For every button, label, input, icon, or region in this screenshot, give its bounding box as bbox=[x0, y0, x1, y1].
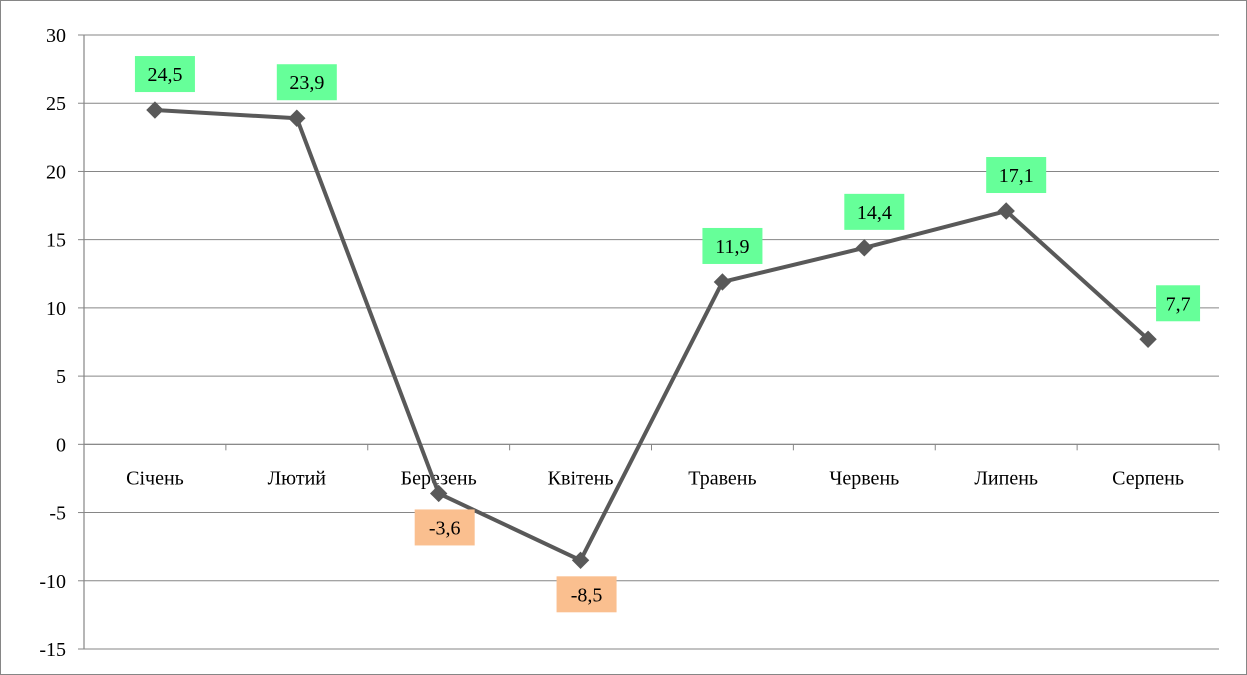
y-tick-label-9: -15 bbox=[39, 639, 66, 661]
x-tick-label-1: Лютий bbox=[268, 467, 327, 489]
data-point-7 bbox=[1139, 330, 1157, 348]
x-tick-label-6: Липень bbox=[974, 467, 1038, 489]
data-label-text-0: 24,5 bbox=[147, 64, 182, 86]
x-tick-label-5: Червень bbox=[829, 467, 899, 489]
data-label-bg-5 bbox=[844, 193, 905, 230]
data-point-4 bbox=[713, 273, 732, 291]
data-label-5: 14,4 bbox=[844, 193, 905, 230]
y-tick-label-6: 0 bbox=[56, 434, 66, 456]
x-tick-label-3: Квітень bbox=[548, 467, 614, 489]
y-tick-label-1: 25 bbox=[46, 93, 66, 115]
x-tick-label-7: Серпень bbox=[1112, 467, 1184, 489]
data-label-text-6: 17,1 bbox=[999, 165, 1034, 187]
data-label-7: 7,7 bbox=[1156, 285, 1201, 322]
data-labels: 24,5 23,9 -3,6 -8,5 11,9 14,4 17,1 7,7 bbox=[134, 56, 1201, 613]
y-tick-label-0: 30 bbox=[46, 25, 66, 47]
x-tick-label-2: Березень bbox=[401, 467, 477, 489]
data-point-6 bbox=[997, 202, 1015, 220]
data-point-5 bbox=[855, 239, 874, 257]
series-line-group bbox=[154, 108, 1150, 563]
data-label-4: 11,9 bbox=[702, 227, 763, 264]
data-point-1 bbox=[288, 109, 306, 127]
x-tick-label-4: Травень bbox=[688, 467, 756, 489]
data-label-bg-1 bbox=[276, 64, 337, 101]
data-label-text-1: 23,9 bbox=[289, 72, 324, 94]
data-label-text-2: -3,6 bbox=[429, 517, 461, 539]
axes bbox=[78, 34, 1220, 650]
data-label-bg-4 bbox=[702, 227, 763, 264]
data-label-bg-7 bbox=[1156, 285, 1201, 322]
data-label-bg-3 bbox=[556, 576, 617, 613]
data-label-2: -3,6 bbox=[414, 509, 475, 546]
y-tick-label-3: 15 bbox=[46, 230, 66, 252]
data-label-bg-2 bbox=[414, 509, 475, 546]
y-tick-label-2: 20 bbox=[46, 161, 66, 183]
y-tick-label-7: -5 bbox=[49, 503, 66, 525]
data-point-2 bbox=[429, 484, 448, 503]
data-label-0: 24,5 bbox=[134, 56, 195, 93]
y-tick-label-5: 5 bbox=[56, 366, 66, 388]
data-label-1: 23,9 bbox=[276, 64, 337, 101]
data-label-bg-0 bbox=[134, 56, 195, 93]
y-axis-tick-labels: 30 25 20 15 10 5 0 -5 -10 -15 bbox=[39, 25, 66, 661]
y-tick-label-4: 10 bbox=[46, 298, 66, 320]
data-label-6: 17,1 bbox=[986, 157, 1047, 194]
data-label-text-5: 14,4 bbox=[857, 202, 892, 224]
data-markers bbox=[146, 101, 1157, 570]
series-line bbox=[154, 108, 1150, 563]
data-label-bg-6 bbox=[986, 157, 1047, 194]
data-point-3 bbox=[571, 551, 590, 570]
data-label-text-3: -8,5 bbox=[571, 584, 603, 606]
x-axis-tick-labels: Січень Лютий Березень Квітень Травень Червень… bbox=[126, 467, 1184, 489]
data-label-text-4: 11,9 bbox=[715, 236, 749, 258]
data-label-3: -8,5 bbox=[556, 576, 617, 613]
y-tick-label-8: -10 bbox=[39, 571, 66, 593]
x-tick-label-0: Січень bbox=[126, 467, 184, 489]
data-point-0 bbox=[146, 101, 164, 119]
data-label-text-7: 7,7 bbox=[1166, 293, 1191, 315]
